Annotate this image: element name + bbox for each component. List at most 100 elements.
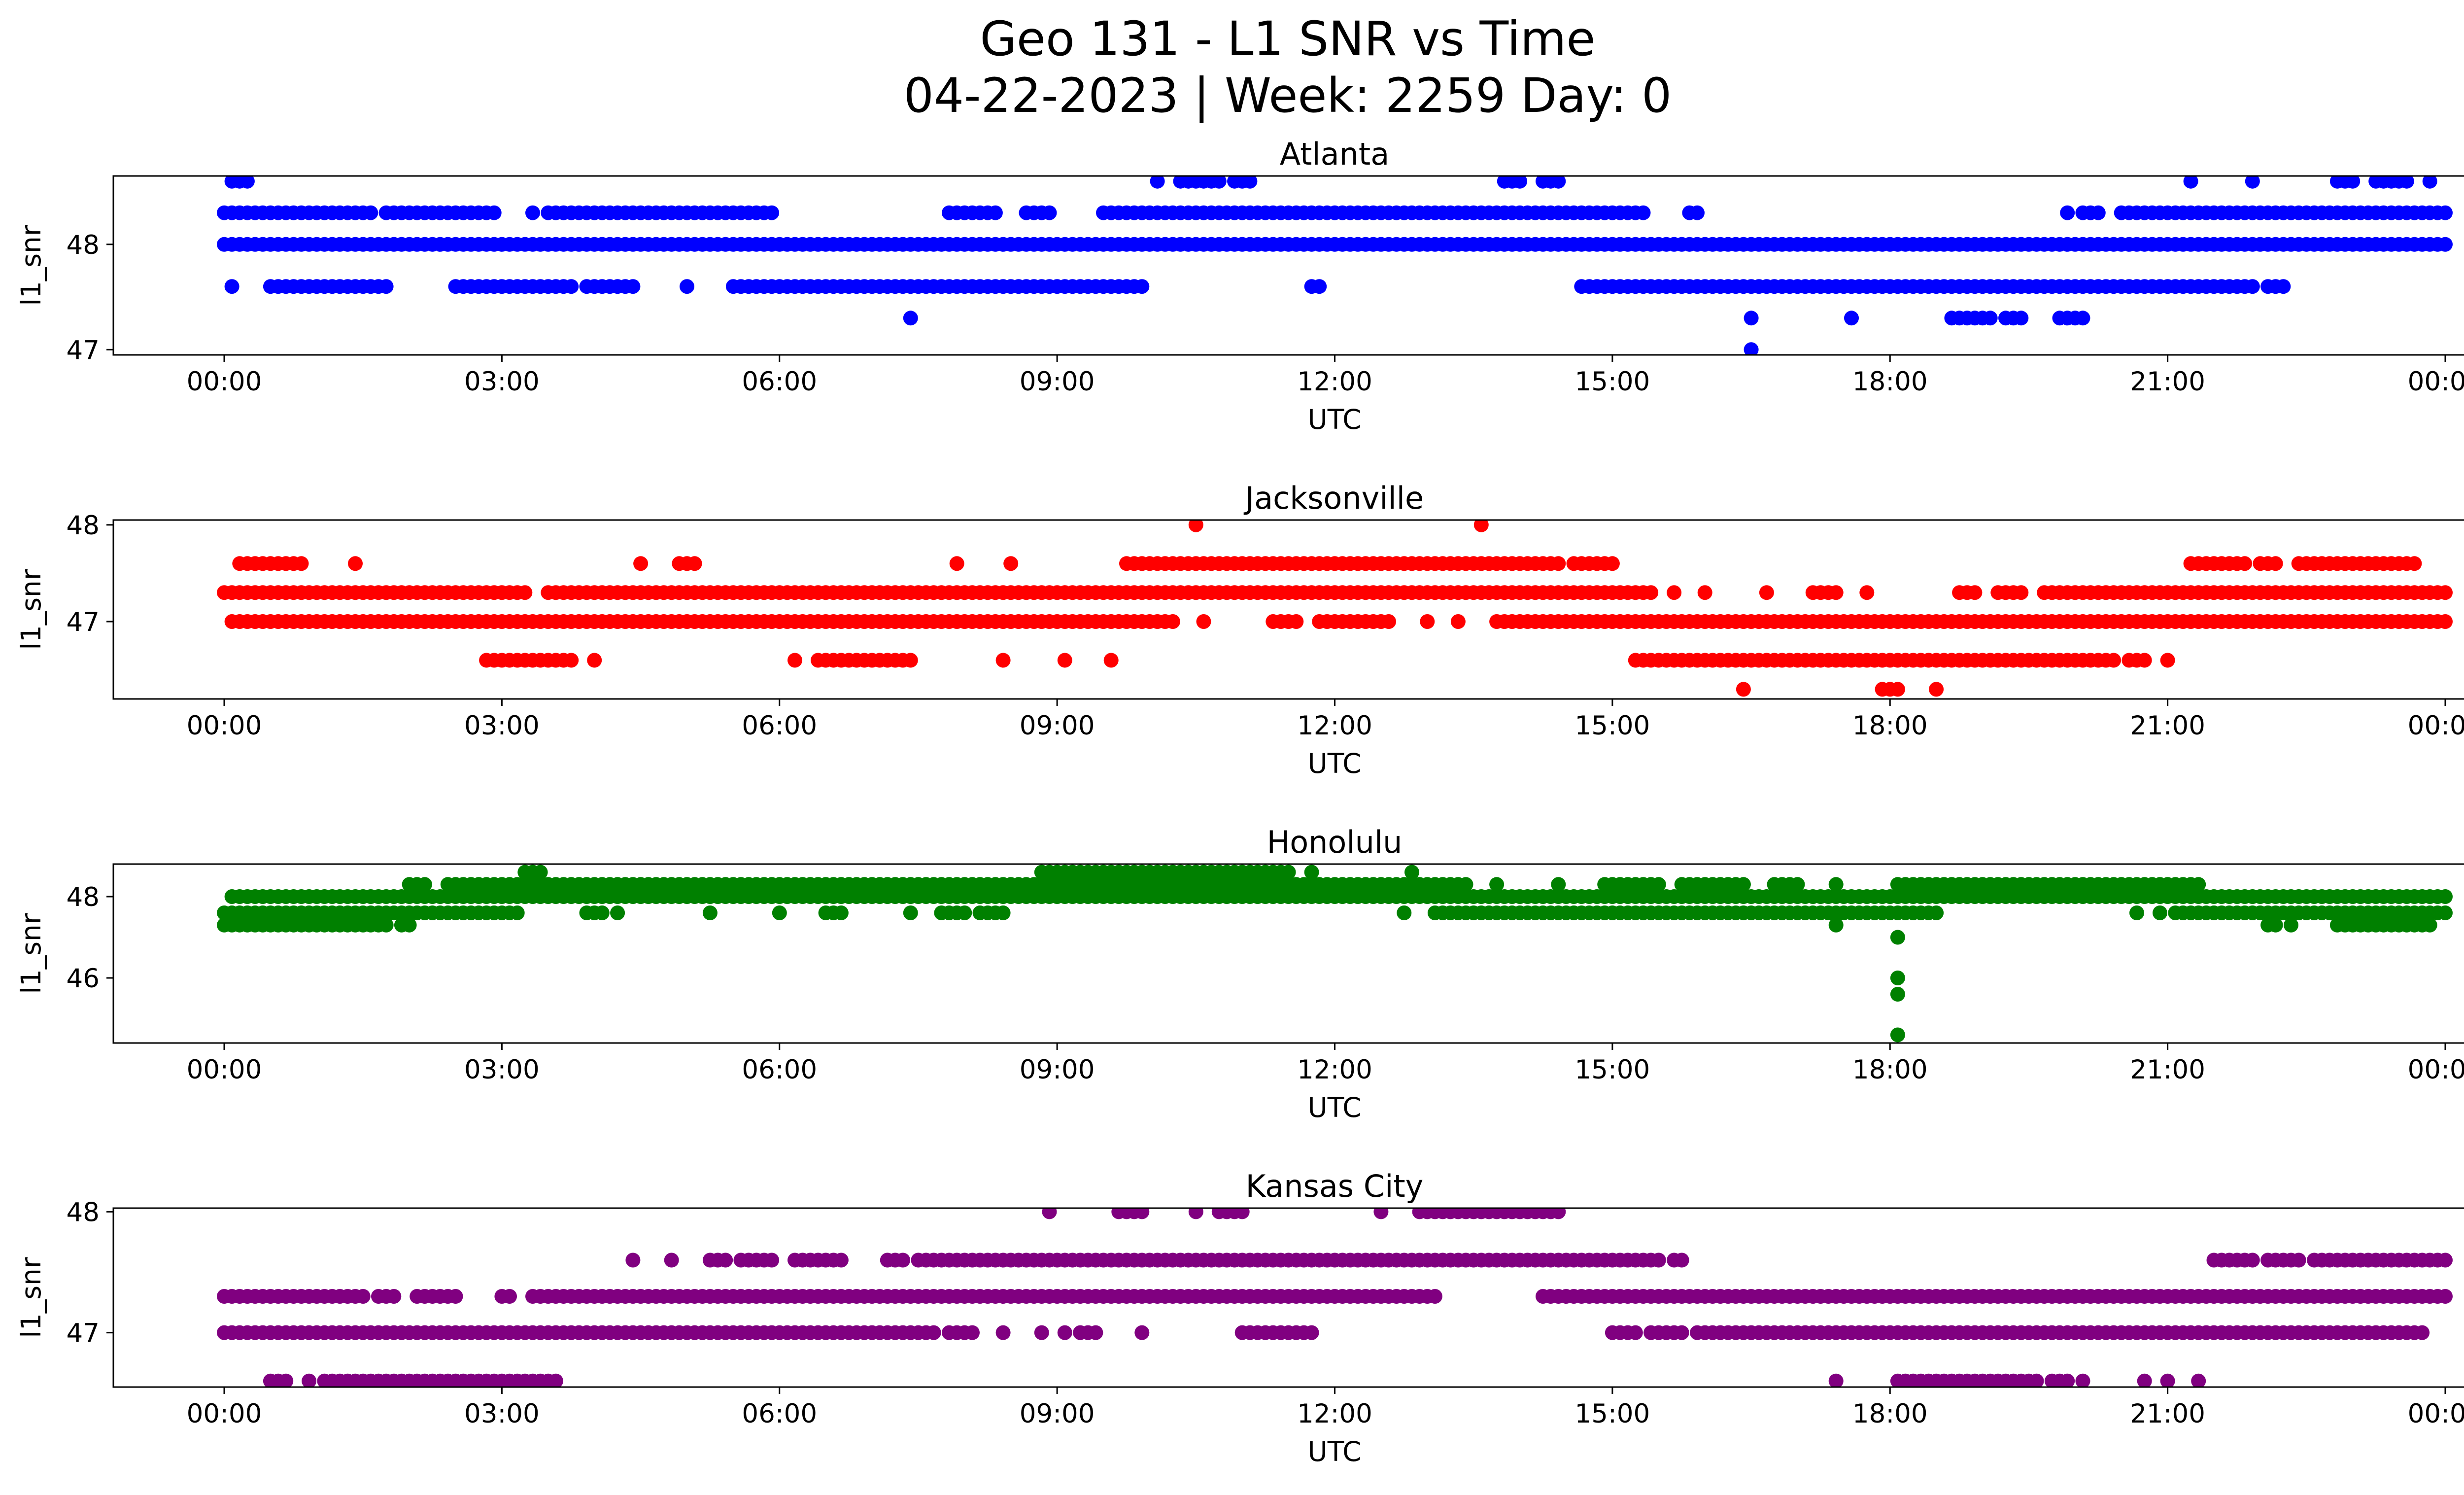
data-point	[718, 1252, 733, 1268]
data-point	[625, 279, 641, 294]
data-point	[1165, 614, 1180, 629]
data-point	[1744, 311, 1759, 326]
y-tick-label: 48	[67, 230, 100, 260]
x-axis-label: UTC	[1307, 1092, 1361, 1123]
data-point	[1551, 1208, 1566, 1219]
data-point	[1373, 1208, 1389, 1219]
data-point	[402, 917, 417, 933]
data-point	[1150, 176, 1165, 189]
data-point	[957, 905, 972, 920]
subplot-atlanta: Atlanta 00:00 03:00 06:00 09:00 12:00 15:00 18:…	[15, 136, 2464, 435]
y-axis-label: l1_snr	[15, 913, 47, 994]
y-tick-label: 47	[67, 335, 100, 365]
data-point	[1404, 865, 1419, 880]
data-point	[548, 1373, 563, 1387]
data-point	[240, 176, 255, 189]
data-point	[664, 1252, 679, 1268]
data-point	[594, 905, 610, 920]
x-tick-label: 03:00	[464, 367, 540, 397]
data-point	[294, 556, 309, 571]
data-point	[486, 205, 502, 220]
data-point	[1643, 585, 1659, 600]
data-point	[687, 556, 702, 571]
scatter-series	[217, 520, 2453, 697]
data-point	[525, 205, 540, 220]
data-point	[2422, 176, 2437, 189]
data-point	[1667, 585, 1682, 600]
figure-title-line2: 04-22-2023 | Week: 2259 Day: 0	[904, 68, 1672, 124]
data-point	[2237, 556, 2253, 571]
data-point	[764, 205, 780, 220]
data-point	[1690, 205, 1705, 220]
x-tick-label: 15:00	[1575, 1399, 1650, 1429]
data-point	[1512, 176, 1528, 189]
data-point	[1983, 311, 1998, 326]
data-point	[610, 905, 625, 920]
x-tick-label: 09:00	[1020, 1399, 1095, 1429]
data-point	[1304, 1325, 1319, 1340]
scatter-series	[217, 865, 2453, 1043]
y-tick-label: 48	[67, 1197, 100, 1227]
x-tick-label: 06:00	[742, 367, 817, 397]
x-tick-label: 21:00	[2130, 367, 2205, 397]
x-tick-label: 15:00	[1575, 367, 1650, 397]
x-axis-label: UTC	[1307, 404, 1361, 435]
data-point	[2160, 1373, 2175, 1387]
data-point	[2422, 917, 2437, 933]
data-point	[895, 1252, 911, 1268]
data-point	[1103, 653, 1119, 668]
data-point	[680, 279, 694, 294]
y-tick-label: 47	[67, 1319, 100, 1349]
data-point	[1188, 520, 1203, 532]
y-tick-label: 46	[67, 964, 100, 994]
data-point	[633, 556, 649, 571]
data-point	[1427, 1289, 1442, 1304]
x-tick-label: 18:00	[1852, 711, 1928, 741]
data-point	[2106, 653, 2122, 668]
data-point	[1551, 176, 1566, 189]
data-point	[2407, 556, 2422, 571]
data-point	[2438, 1289, 2453, 1304]
data-point	[2075, 1373, 2090, 1387]
data-point	[2438, 889, 2453, 904]
data-point	[510, 905, 525, 920]
x-tick-label: 18:00	[1852, 1055, 1928, 1085]
data-point	[903, 905, 918, 920]
data-point	[2245, 176, 2260, 189]
data-point	[1651, 1252, 1666, 1268]
x-tick-label: 06:00	[742, 1055, 817, 1085]
data-point	[587, 653, 602, 668]
y-axis-label: l1_snr	[15, 1257, 47, 1338]
data-point	[2060, 1373, 2075, 1387]
x-tick-label: 00:00	[2408, 367, 2464, 397]
data-point	[1828, 917, 1844, 933]
data-point	[355, 1289, 371, 1304]
subplot-panels: Atlanta 00:00 03:00 06:00 09:00 12:00 15:00 18:…	[15, 136, 2464, 1467]
data-point	[1003, 556, 1019, 571]
data-point	[1289, 614, 1304, 629]
data-point	[2345, 176, 2361, 189]
data-point	[1381, 614, 1396, 629]
data-point	[2284, 917, 2298, 933]
data-point	[1458, 877, 1473, 892]
data-point	[378, 917, 394, 933]
data-point	[1489, 877, 1505, 892]
x-tick-label: 09:00	[1020, 367, 1095, 397]
data-point	[995, 905, 1011, 920]
data-point	[2191, 877, 2206, 892]
y-axis-label: l1_snr	[15, 569, 47, 650]
data-point	[1967, 585, 1983, 600]
x-tick-label: 15:00	[1575, 711, 1650, 741]
data-point	[1211, 176, 1227, 189]
y-tick-label: 48	[67, 882, 100, 912]
x-tick-label: 09:00	[1020, 711, 1095, 741]
subplot-jacksonville: Jacksonville 00:00 03:00 06:00 09:00 12:00 15:…	[15, 480, 2464, 779]
data-point	[2438, 905, 2453, 920]
data-point	[1188, 1208, 1203, 1219]
data-point	[2291, 1252, 2306, 1268]
data-point	[2137, 653, 2152, 668]
data-point	[1859, 585, 1875, 600]
data-point	[1551, 877, 1566, 892]
